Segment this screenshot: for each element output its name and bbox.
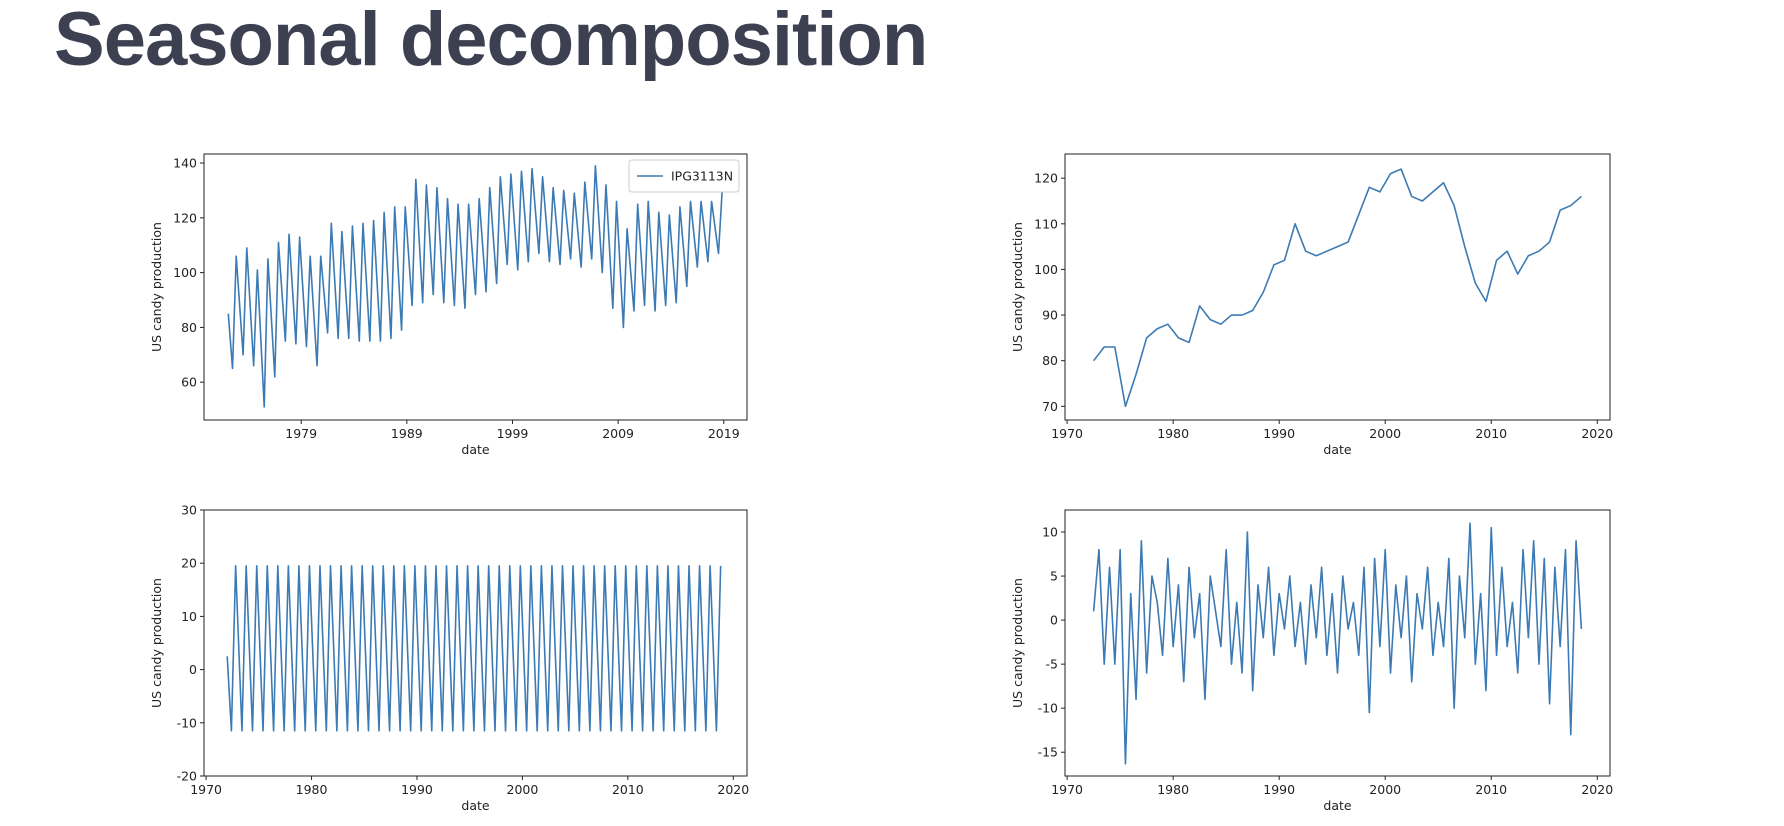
x-tick-label: 1989 (391, 426, 423, 441)
x-axis-label: date (1323, 798, 1351, 813)
x-axis-label: date (461, 798, 489, 813)
y-tick-label: 100 (1034, 262, 1058, 277)
data-line (226, 565, 722, 732)
x-tick-label: 2020 (717, 782, 749, 797)
x-tick-label: 2010 (1475, 782, 1507, 797)
x-axis-label: date (461, 442, 489, 457)
x-tick-label: 1979 (285, 426, 317, 441)
y-tick-label: 100 (173, 265, 197, 280)
x-tick-label: 2020 (1581, 426, 1613, 441)
y-axis-label: US candy production (149, 222, 164, 352)
x-tick-label: 2000 (1369, 426, 1401, 441)
plot-frame (1064, 509, 1611, 777)
x-tick-label: 2020 (1581, 782, 1613, 797)
y-tick-label: 80 (181, 320, 197, 335)
legend-label: IPG3113N (671, 169, 733, 184)
y-tick-label: 80 (1042, 353, 1058, 368)
x-tick-label: 2009 (602, 426, 634, 441)
y-tick-label: 20 (181, 556, 197, 571)
x-tick-label: 1990 (401, 782, 433, 797)
y-tick-label: 10 (181, 609, 197, 624)
y-tick-label: 0 (1050, 613, 1058, 628)
plot-frame (203, 153, 748, 421)
x-tick-label: 1970 (190, 782, 222, 797)
y-tick-label: 5 (1050, 569, 1058, 584)
x-tick-label: 1970 (1051, 782, 1083, 797)
y-tick-label: 30 (181, 503, 197, 518)
x-tick-label: 1980 (1157, 426, 1189, 441)
y-tick-label: -10 (177, 715, 197, 730)
y-tick-label: 10 (1042, 525, 1058, 540)
x-tick-label: 1970 (1051, 426, 1083, 441)
y-axis-label: US candy production (1010, 578, 1025, 708)
x-tick-label: 1990 (1263, 426, 1295, 441)
y-tick-label: 120 (173, 210, 197, 225)
y-tick-label: -20 (177, 769, 197, 784)
y-tick-label: 140 (173, 156, 197, 171)
x-tick-label: 1999 (497, 426, 529, 441)
y-tick-label: -15 (1038, 745, 1058, 760)
slide-title: Seasonal decomposition (54, 0, 928, 82)
y-tick-label: 110 (1034, 216, 1058, 231)
x-tick-label: 2000 (1369, 782, 1401, 797)
x-tick-label: 2019 (708, 426, 740, 441)
x-axis-label: date (1323, 442, 1351, 457)
x-tick-label: 2010 (1475, 426, 1507, 441)
y-tick-label: 70 (1042, 399, 1058, 414)
y-tick-label: -5 (1046, 657, 1058, 672)
plot-frame (203, 509, 748, 777)
data-line (1092, 168, 1582, 408)
y-tick-label: 60 (181, 375, 197, 390)
y-tick-label: 120 (1034, 171, 1058, 186)
x-tick-label: 1980 (296, 782, 328, 797)
y-tick-label: 90 (1042, 308, 1058, 323)
x-tick-label: 1980 (1157, 782, 1189, 797)
y-tick-label: 0 (189, 662, 197, 677)
y-tick-label: -10 (1038, 701, 1058, 716)
legend-box (628, 159, 740, 193)
data-line (227, 164, 723, 408)
plot-frame (1064, 153, 1611, 421)
data-line (1092, 522, 1583, 765)
x-tick-label: 2010 (612, 782, 644, 797)
y-axis-label: US candy production (1010, 222, 1025, 352)
y-axis-label: US candy production (149, 578, 164, 708)
x-tick-label: 2000 (507, 782, 539, 797)
x-tick-label: 1990 (1263, 782, 1295, 797)
